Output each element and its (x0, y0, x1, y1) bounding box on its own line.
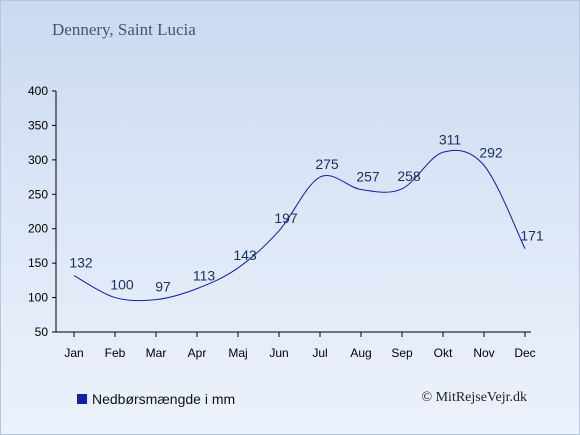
series-line (73, 149, 526, 302)
y-tick-label: 100 (28, 291, 48, 305)
x-tick-label: Jun (269, 346, 288, 360)
x-tick-label: Apr (188, 346, 207, 360)
data-label: 97 (155, 279, 171, 295)
x-tick-label: Jul (312, 346, 327, 360)
data-label: 292 (479, 144, 503, 160)
data-label: 197 (274, 210, 298, 226)
x-tick-label: Aug (350, 346, 371, 360)
y-tick-label: 150 (28, 256, 48, 270)
y-tick-label: 300 (28, 153, 48, 167)
y-tick-label: 400 (28, 84, 48, 98)
data-label: 258 (397, 168, 421, 184)
legend-swatch (77, 394, 87, 404)
credit: © MitRejseVejr.dk (421, 390, 527, 405)
data-label: 275 (315, 156, 339, 172)
data-label: 257 (356, 168, 380, 184)
data-label: 100 (110, 277, 134, 293)
legend: Nedbørsmængde i mm (77, 391, 235, 407)
y-tick-label: 50 (35, 325, 49, 339)
axes (52, 90, 531, 337)
data-label: 143 (233, 247, 257, 263)
x-tick-label: Feb (105, 346, 126, 360)
x-tick-label: Okt (434, 346, 453, 360)
data-label: 132 (69, 255, 93, 271)
x-tick-label: Jan (64, 346, 83, 360)
x-tick-label: Mar (146, 346, 167, 360)
data-labels: 132 100 97 113 143 197 275 257 258 311 292 171 (69, 131, 544, 294)
data-label: 311 (439, 131, 462, 147)
tick-labels: 50 100 150 200 250 300 350 400 Jan Feb Mar Apr Maj Ju… (28, 84, 536, 360)
x-tick-label: Dec (514, 346, 535, 360)
y-tick-label: 200 (28, 222, 48, 236)
x-tick-label: Sep (391, 346, 413, 360)
legend-label: Nedbørsmængde i mm (92, 391, 236, 407)
data-label: 171 (520, 228, 544, 244)
x-tick-label: Nov (473, 346, 494, 360)
chart-title: Dennery, Saint Lucia (52, 20, 196, 39)
x-tick-label: Maj (228, 346, 247, 360)
data-label: 113 (193, 268, 216, 284)
y-tick-label: 350 (28, 118, 48, 132)
y-tick-label: 250 (28, 187, 48, 201)
